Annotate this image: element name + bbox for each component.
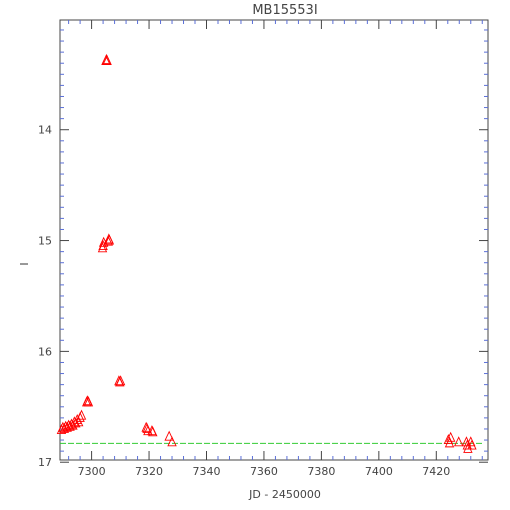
x-tick-label: 7360 bbox=[250, 465, 278, 478]
data-point-triangle bbox=[467, 439, 477, 450]
data-point-triangle bbox=[83, 396, 94, 407]
x-tick-label: 7300 bbox=[78, 465, 106, 478]
y-axis-label: I bbox=[18, 262, 31, 265]
y-tick-label: 14 bbox=[38, 124, 52, 137]
x-axis-label: JD - 2450000 bbox=[248, 488, 321, 501]
data-point-triangle bbox=[167, 436, 177, 447]
data-point-triangle bbox=[76, 409, 87, 420]
x-tick-label: 7340 bbox=[192, 465, 220, 478]
data-point-triangle bbox=[115, 375, 126, 386]
x-tick-label: 7380 bbox=[307, 465, 335, 478]
x-tick-label: 7400 bbox=[365, 465, 393, 478]
y-tick-label: 16 bbox=[38, 345, 52, 358]
data-points bbox=[56, 53, 477, 453]
y-tick-label: 15 bbox=[38, 235, 52, 248]
chart-title: MB15553I bbox=[252, 3, 317, 18]
data-point-triangle bbox=[463, 442, 473, 453]
x-tick-label: 7420 bbox=[422, 465, 450, 478]
plot-frame bbox=[59, 19, 489, 461]
data-point-triangle bbox=[462, 439, 473, 450]
plot-border bbox=[59, 19, 489, 461]
data-point-triangle bbox=[102, 54, 112, 65]
y-tick-label: 17 bbox=[38, 456, 52, 469]
data-point-triangle bbox=[104, 234, 115, 245]
x-tick-label: 7320 bbox=[135, 465, 163, 478]
data-point-triangle bbox=[164, 430, 174, 441]
data-point-triangle bbox=[453, 436, 464, 447]
data-point-triangle bbox=[148, 426, 158, 437]
axis-ticks: 7300 7320 7340 7360 7380 7400 7420 14 15 16 17 bbox=[38, 20, 488, 478]
data-point-triangle bbox=[444, 437, 455, 448]
data-point-triangle bbox=[445, 431, 456, 442]
